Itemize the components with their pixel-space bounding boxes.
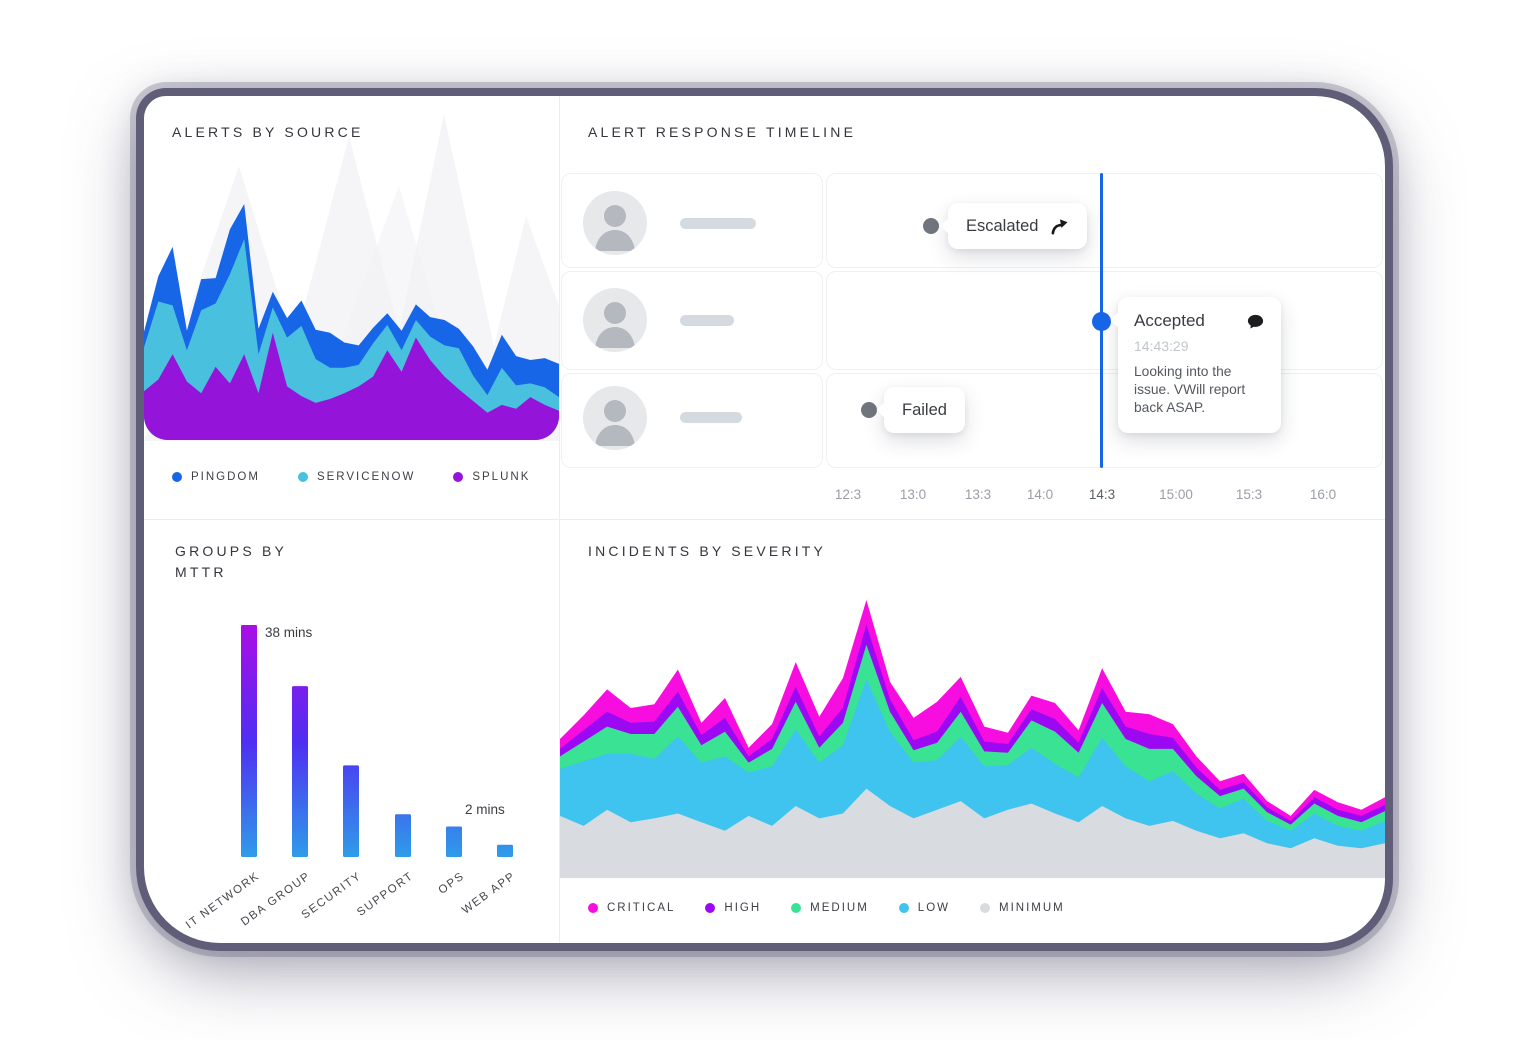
low-dot-icon: [898, 903, 909, 913]
status-card-accepted[interactable]: Accepted 14:43:29 Looking into the issue…: [1110, 297, 1281, 433]
legend-item-pingdom[interactable]: PINGDOM: [172, 471, 260, 483]
time-tick-active: 14:3: [1088, 487, 1116, 502]
bar-category-label: SUPPORT: [355, 870, 417, 919]
time-tick: 12:3: [834, 487, 862, 502]
bar-value-label: 2 mins: [465, 802, 505, 817]
legend-label: MEDIUM: [810, 902, 869, 914]
legend-item-servicenow[interactable]: SERVICENOW: [297, 471, 416, 483]
bar-value-label: 38 mins: [265, 625, 313, 640]
alerts-by-source-title: ALERTS BY SOURCE: [172, 124, 364, 140]
legend-label: HIGH: [724, 902, 762, 914]
avatar: [583, 191, 647, 255]
status-card-escalated[interactable]: Escalated: [940, 203, 1088, 249]
legend-label: MINIMUM: [999, 902, 1065, 914]
mttr-title-line1: GROUPS BY: [175, 543, 288, 559]
mttr-title-line2: MTTR: [175, 564, 227, 580]
name-skeleton: [680, 315, 734, 326]
status-time: 14:43:29: [1134, 338, 1189, 354]
escalated-event-dot[interactable]: [923, 218, 939, 234]
legend-item-medium[interactable]: MEDIUM: [791, 902, 869, 914]
timeline-title: ALERT RESPONSE TIMELINE: [588, 124, 857, 140]
timeline-track-cell: [826, 173, 1383, 268]
comment-bubble-icon: [1247, 314, 1264, 329]
name-skeleton: [680, 218, 756, 229]
pingdom-dot-icon: [172, 472, 182, 482]
incidents-area-chart: [560, 600, 1385, 878]
legend-label: PINGDOM: [191, 471, 260, 483]
incidents-title: INCIDENTS BY SEVERITY: [588, 543, 827, 559]
time-tick: 14:0: [1026, 487, 1054, 502]
legend-label: SERVICENOW: [316, 471, 416, 483]
alerts-legend: PINGDOM SERVICENOW SPLUNK: [172, 471, 530, 483]
time-tick: 13:3: [964, 487, 992, 502]
status-label: Failed: [902, 400, 947, 419]
escalate-arrow-icon: [1051, 218, 1069, 234]
status-note: Looking into the issue. VWill report bac…: [1134, 364, 1246, 415]
status-label: Escalated: [966, 216, 1039, 235]
minimum-dot-icon: [980, 903, 990, 913]
avatar: [583, 288, 647, 352]
incidents-legend: CRITICAL HIGH MEDIUM LOW MINIMUM: [588, 902, 1065, 914]
legend-item-high[interactable]: HIGH: [705, 902, 761, 914]
time-tick: 15:3: [1235, 487, 1263, 502]
legend-item-splunk[interactable]: SPLUNK: [453, 471, 530, 483]
time-tick: 16:0: [1309, 487, 1337, 502]
splunk-dot-icon: [453, 472, 464, 482]
mttr-bar-chart: [241, 625, 513, 857]
alerts-area-chart: [144, 200, 559, 440]
bar-category-label: DBA GROUP: [239, 870, 314, 929]
critical-dot-icon: [588, 903, 598, 913]
person-icon: [595, 400, 635, 446]
bar-category-label: SECURITY: [299, 870, 365, 922]
high-dot-icon: [705, 903, 716, 913]
legend-label: SPLUNK: [472, 471, 531, 483]
status-label: Accepted: [1134, 311, 1205, 330]
legend-item-critical[interactable]: CRITICAL: [588, 902, 675, 914]
dashboard-card: ALERTS BY SOURCE PINGDOM SERVICENOW SPLU…: [144, 96, 1385, 943]
time-tick: 13:0: [899, 487, 927, 502]
servicenow-dot-icon: [297, 472, 308, 482]
person-icon: [595, 302, 635, 348]
mttr-title: GROUPS BY MTTR: [175, 541, 287, 583]
bar-category-label: WEB APP: [460, 870, 519, 917]
legend-item-minimum[interactable]: MINIMUM: [980, 902, 1065, 914]
row-divider: [144, 519, 1385, 520]
legend-label: LOW: [917, 902, 950, 914]
legend-label: CRITICAL: [607, 902, 676, 914]
legend-item-low[interactable]: LOW: [898, 902, 950, 914]
medium-dot-icon: [791, 903, 802, 913]
time-tick: 15:00: [1159, 487, 1193, 502]
person-icon: [595, 205, 635, 251]
name-skeleton: [680, 412, 742, 423]
failed-event-dot[interactable]: [861, 402, 877, 418]
status-card-failed[interactable]: Failed: [876, 387, 965, 433]
avatar: [583, 386, 647, 450]
accepted-event-dot[interactable]: [1092, 312, 1111, 331]
bar-category-label: OPS: [436, 870, 468, 897]
bar-category-label: IT NETWORK: [183, 870, 263, 932]
